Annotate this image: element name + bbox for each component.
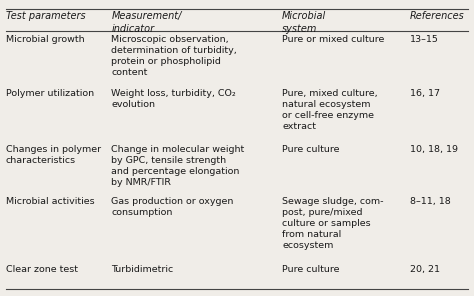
Text: Pure culture: Pure culture bbox=[282, 145, 339, 154]
Text: Polymer utilization: Polymer utilization bbox=[6, 89, 94, 98]
Text: Microscopic observation,
determination of turbidity,
protein or phospholipid
con: Microscopic observation, determination o… bbox=[111, 35, 237, 77]
Text: Microbial growth: Microbial growth bbox=[6, 35, 84, 44]
Text: 10, 18, 19: 10, 18, 19 bbox=[410, 145, 458, 154]
Text: 20, 21: 20, 21 bbox=[410, 265, 440, 274]
Text: References: References bbox=[410, 11, 465, 21]
Text: Change in molecular weight
by GPC, tensile strength
and percentage elongation
by: Change in molecular weight by GPC, tensi… bbox=[111, 145, 245, 187]
Text: Gas production or oxygen
consumption: Gas production or oxygen consumption bbox=[111, 197, 234, 217]
Text: Pure or mixed culture: Pure or mixed culture bbox=[282, 35, 384, 44]
Text: Test parameters: Test parameters bbox=[6, 11, 85, 21]
Text: Turbidimetric: Turbidimetric bbox=[111, 265, 173, 274]
Text: Pure culture: Pure culture bbox=[282, 265, 339, 274]
Text: Weight loss, turbidity, CO₂
evolution: Weight loss, turbidity, CO₂ evolution bbox=[111, 89, 236, 109]
Text: Pure, mixed culture,
natural ecosystem
or cell-free enzyme
extract: Pure, mixed culture, natural ecosystem o… bbox=[282, 89, 378, 131]
Text: Microbial activities: Microbial activities bbox=[6, 197, 94, 206]
Text: 8–11, 18: 8–11, 18 bbox=[410, 197, 451, 206]
Text: 13–15: 13–15 bbox=[410, 35, 439, 44]
Text: Changes in polymer
characteristics: Changes in polymer characteristics bbox=[6, 145, 101, 165]
Text: Microbial
system: Microbial system bbox=[282, 11, 326, 34]
Text: Clear zone test: Clear zone test bbox=[6, 265, 78, 274]
Text: 16, 17: 16, 17 bbox=[410, 89, 440, 98]
Text: Sewage sludge, com-
post, pure/mixed
culture or samples
from natural
ecosystem: Sewage sludge, com- post, pure/mixed cul… bbox=[282, 197, 383, 250]
Text: Measurement/
indicator: Measurement/ indicator bbox=[111, 11, 182, 34]
